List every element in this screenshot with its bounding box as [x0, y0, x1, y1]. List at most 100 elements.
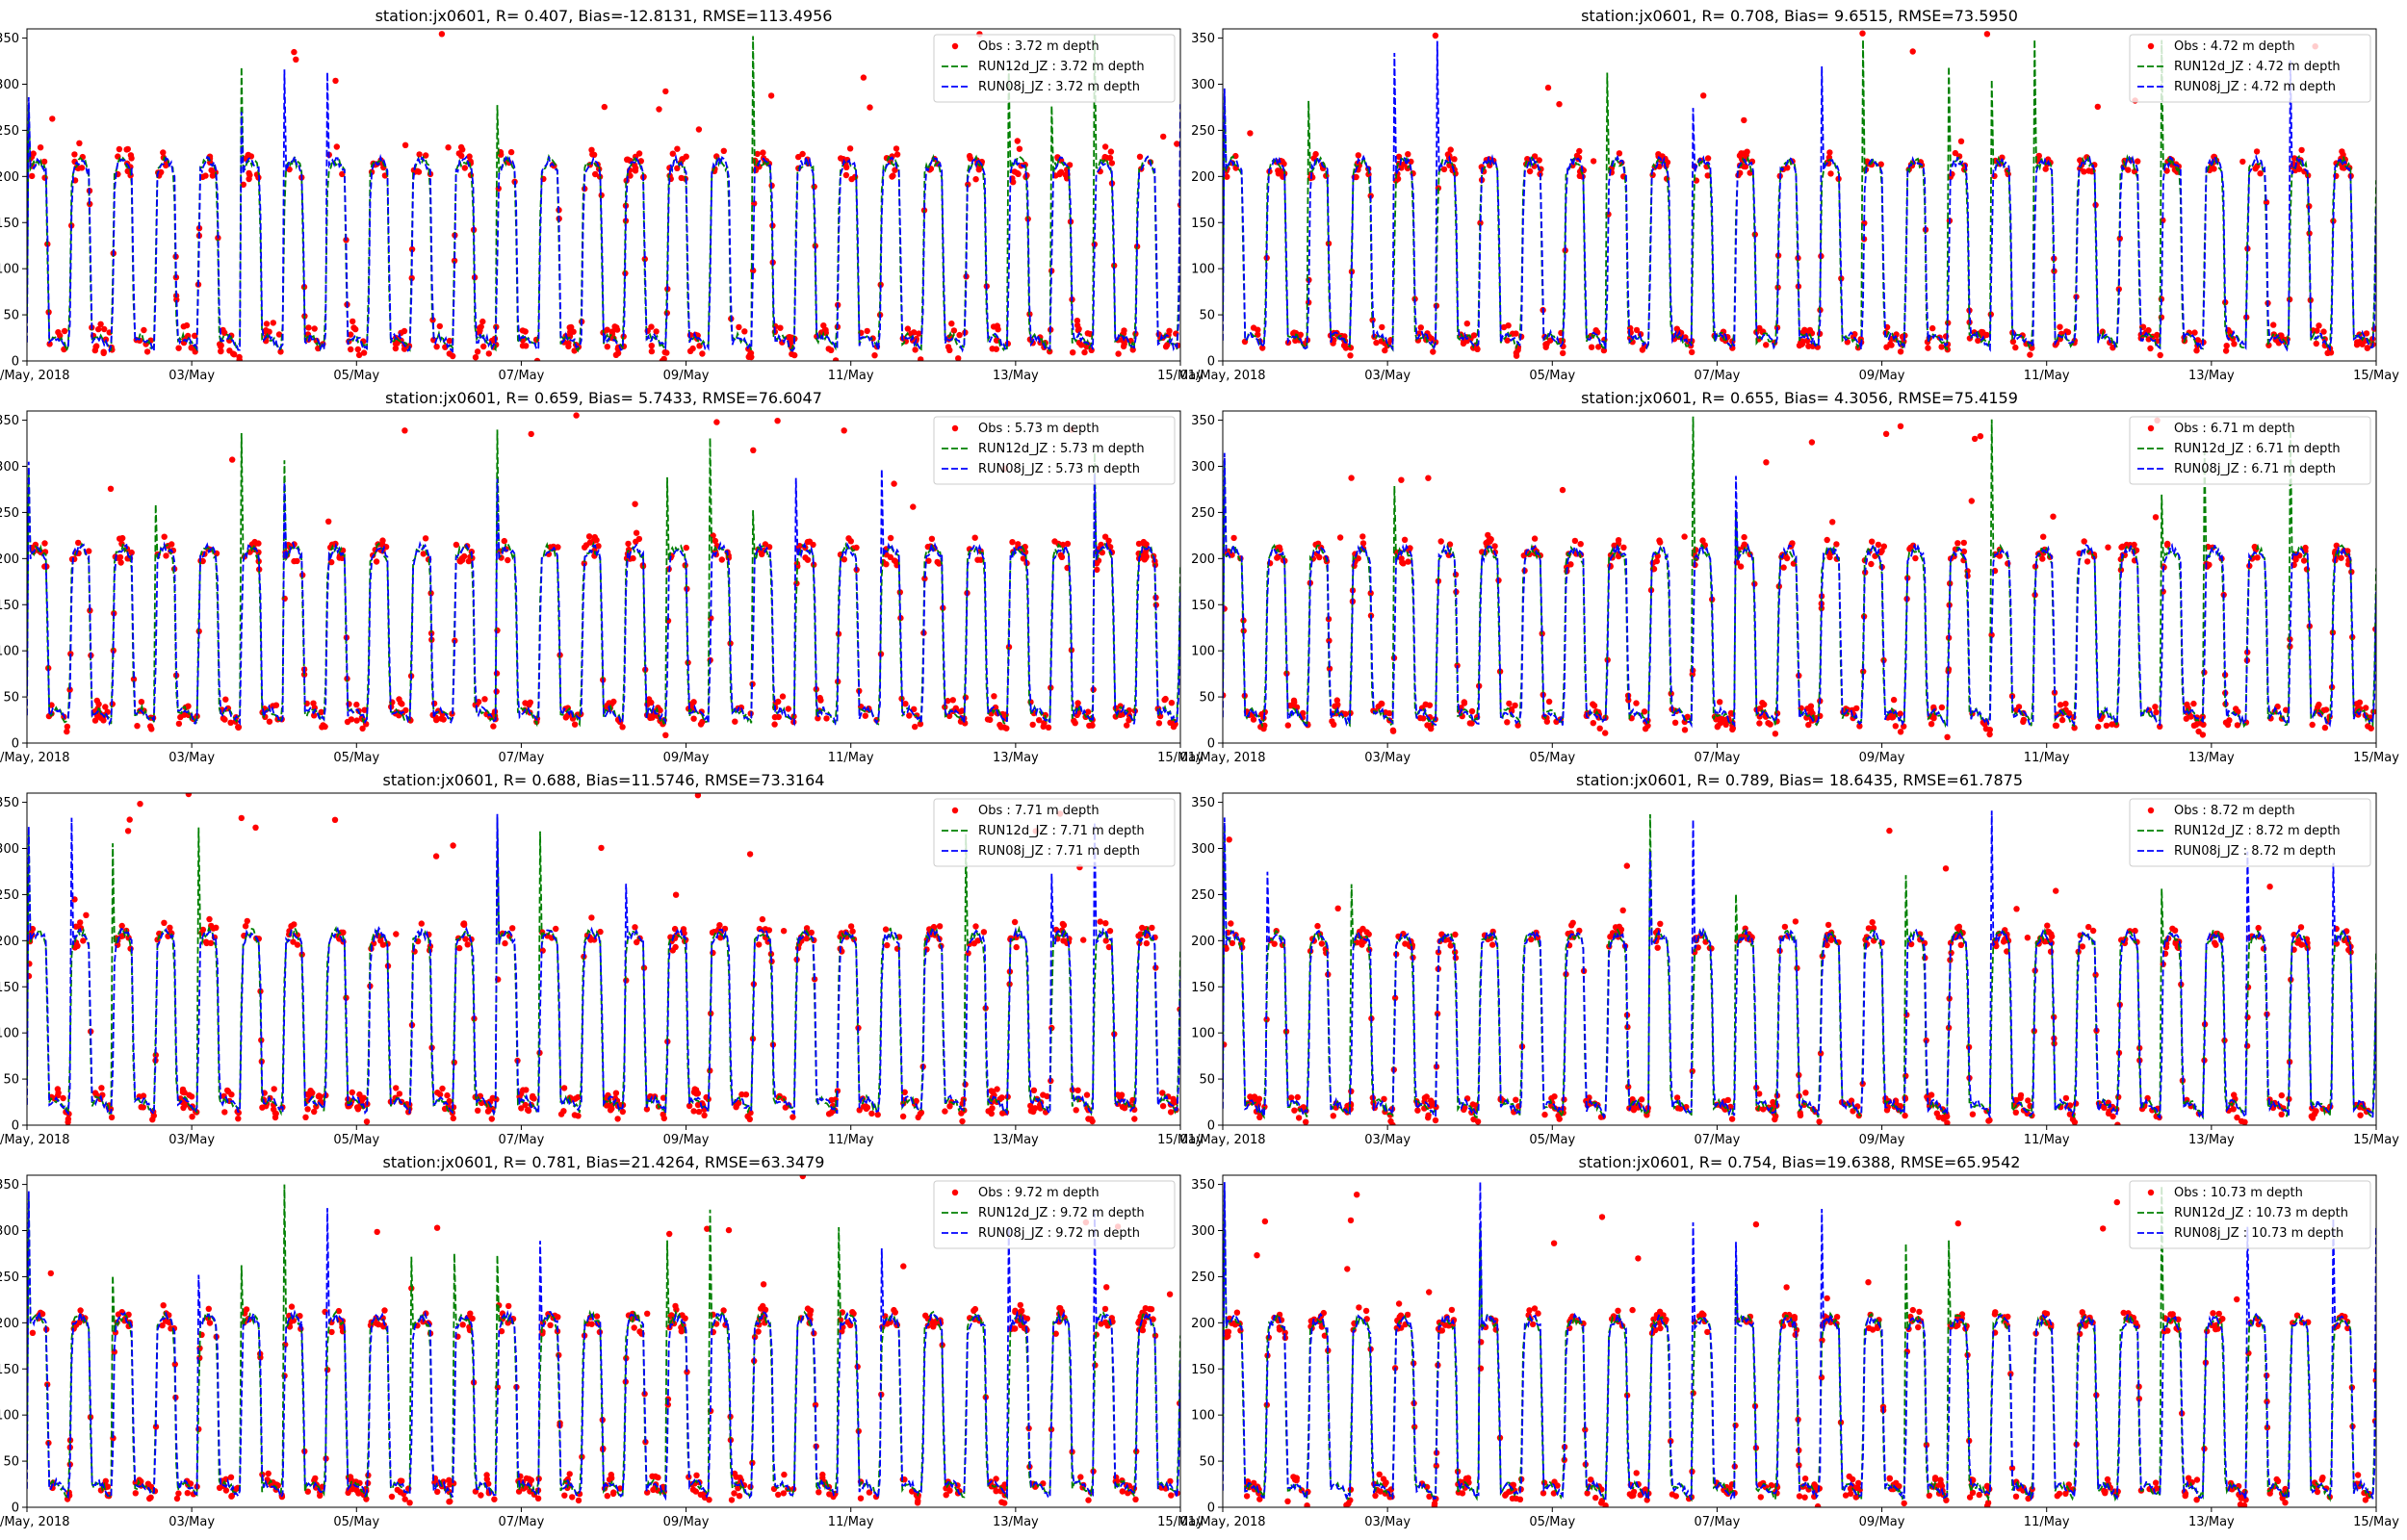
obs-point: [392, 345, 400, 352]
obs-point: [1102, 937, 1109, 944]
obs-point: [430, 700, 438, 707]
obs-point: [1378, 700, 1385, 707]
legend-marker-obs: [951, 42, 959, 50]
obs-point: [1139, 924, 1146, 932]
obs-point: [266, 718, 273, 725]
obs-point: [1806, 326, 1814, 334]
obs-point: [29, 172, 36, 180]
obs-point: [246, 175, 252, 183]
obs-point: [1882, 430, 1890, 437]
x-tick-label: 01/May, 2018: [1179, 751, 1265, 765]
x-tick-label: 11/May: [2024, 751, 2070, 765]
obs-point: [501, 537, 507, 545]
obs-point: [1107, 148, 1115, 155]
obs-point: [884, 941, 891, 949]
obs-point: [1571, 537, 1579, 545]
obs-point: [393, 931, 400, 937]
obs-point: [936, 923, 944, 930]
obs-point: [2318, 1476, 2325, 1483]
obs-point: [1251, 1479, 1257, 1487]
obs-point: [434, 1488, 441, 1496]
obs-point: [86, 548, 92, 554]
obs-point: [2056, 1490, 2063, 1498]
obs-point: [645, 696, 653, 703]
obs-point: [2104, 1476, 2111, 1483]
obs-point: [476, 324, 483, 332]
obs-point: [901, 1089, 908, 1096]
obs-point: [606, 700, 612, 706]
obs-point: [377, 937, 384, 944]
obs-point: [662, 732, 669, 738]
obs-point: [1431, 1502, 1438, 1507]
obs-point: [447, 1481, 453, 1488]
obs-point: [767, 92, 775, 99]
obs-point: [1897, 423, 1904, 429]
obs-point: [891, 1306, 897, 1314]
legend-label: Obs : 7.71 m depth: [978, 804, 1100, 818]
obs-point: [571, 721, 579, 728]
obs-point: [1106, 154, 1114, 162]
obs-point: [2157, 723, 2163, 730]
obs-point: [1340, 342, 1348, 349]
obs-point: [648, 343, 655, 349]
obs-point: [669, 947, 676, 954]
obs-point: [1721, 1104, 1727, 1112]
panel-4: station:jx0601, R= 0.655, Bias= 4.3056, …: [1179, 389, 2399, 765]
obs-point: [830, 1493, 837, 1501]
obs-point: [1925, 345, 1931, 351]
obs-point: [911, 706, 918, 712]
obs-point: [277, 348, 284, 355]
panel-8: station:jx0601, R= 0.754, Bias=19.6388, …: [1179, 1153, 2399, 1529]
obs-point: [695, 126, 703, 133]
obs-point: [1165, 331, 1172, 339]
legend-label: RUN12d_JZ : 9.72 m depth: [978, 1206, 1145, 1220]
obs-point: [293, 56, 299, 63]
axes-frame: [1222, 410, 2377, 744]
y-tick-label: 350: [0, 796, 19, 810]
obs-point: [989, 1105, 996, 1112]
y-tick-label: 100: [0, 263, 19, 277]
obs-point: [785, 706, 791, 712]
obs-point: [1314, 922, 1321, 930]
x-tick-label: 05/May: [1529, 369, 1575, 383]
obs-point: [2313, 340, 2319, 347]
obs-point: [2057, 323, 2063, 330]
obs-point: [37, 144, 44, 151]
obs-point: [1700, 92, 1707, 99]
obs-point: [890, 172, 896, 179]
obs-point: [1684, 713, 1691, 720]
obs-point: [1674, 1105, 1682, 1112]
obs-point: [2113, 1198, 2120, 1206]
obs-point: [715, 926, 722, 933]
obs-point: [2309, 721, 2316, 729]
obs-point: [335, 1307, 343, 1315]
y-tick-label: 350: [0, 32, 19, 46]
obs-point: [755, 1328, 762, 1335]
obs-point: [1085, 1116, 1092, 1122]
obs-point: [2057, 702, 2064, 708]
obs-point: [446, 350, 453, 357]
obs-point: [160, 1302, 167, 1309]
obs-point: [528, 430, 534, 438]
obs-point: [656, 106, 662, 113]
obs-point: [883, 561, 890, 568]
obs-point: [1513, 1495, 1519, 1502]
obs-point: [2193, 347, 2200, 354]
obs-point: [847, 923, 855, 930]
obs-point: [1770, 1098, 1776, 1106]
obs-point: [2050, 513, 2057, 520]
obs-point: [227, 1474, 235, 1481]
obs-point: [472, 354, 479, 361]
obs-point: [1247, 130, 1254, 137]
y-tick-label: 0: [12, 1119, 19, 1134]
obs-point: [1291, 1107, 1298, 1114]
obs-point: [1168, 700, 1176, 706]
obs-point: [2047, 948, 2055, 955]
obs-point: [1868, 560, 1875, 568]
obs-point: [167, 924, 173, 931]
obs-point: [1432, 1116, 1439, 1124]
obs-point: [804, 538, 812, 546]
obs-point: [311, 325, 318, 332]
obs-point: [612, 1090, 620, 1096]
obs-point: [1275, 553, 1281, 560]
